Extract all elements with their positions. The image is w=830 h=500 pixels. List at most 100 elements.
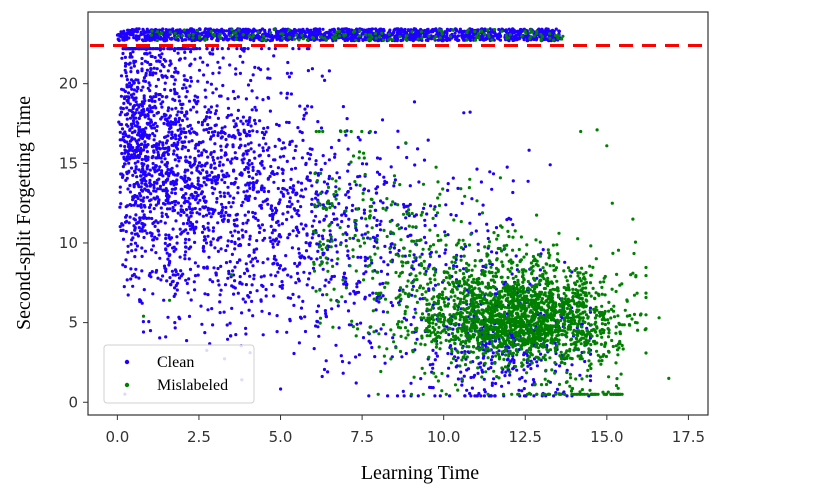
clean-point: [151, 154, 155, 159]
clean-point: [230, 284, 234, 288]
mislabeled-point: [432, 318, 436, 322]
mislabeled-point: [614, 331, 618, 335]
clean-point: [175, 235, 179, 239]
clean-point: [189, 184, 193, 188]
clean-point: [152, 207, 156, 211]
clean-point: [297, 279, 301, 283]
clean-point: [219, 148, 223, 152]
clean-point: [213, 123, 217, 128]
clean-point: [347, 256, 351, 260]
clean-point: [243, 144, 247, 148]
clean-point: [200, 163, 204, 167]
clean-point: [189, 62, 193, 66]
clean-point: [118, 225, 122, 229]
clean-point: [163, 35, 167, 39]
clean-point: [137, 81, 141, 85]
clean-point: [324, 278, 328, 282]
clean-point: [173, 117, 177, 121]
mislabeled-point: [331, 35, 335, 39]
clean-point: [128, 52, 133, 56]
mislabeled-point: [520, 34, 524, 38]
clean-point: [203, 235, 207, 239]
clean-point: [379, 219, 383, 223]
clean-point: [210, 36, 214, 41]
clean-point: [315, 242, 319, 246]
clean-point: [196, 187, 200, 191]
mislabeled-point: [438, 347, 442, 351]
clean-point: [201, 168, 205, 172]
clean-point: [233, 180, 237, 184]
mislabeled-point: [486, 32, 490, 36]
clean-point: [191, 226, 195, 230]
clean-point: [121, 135, 125, 139]
clean-point: [189, 50, 193, 54]
mislabeled-point: [404, 37, 408, 41]
clean-point: [149, 203, 153, 207]
clean-point: [146, 164, 150, 168]
clean-point: [345, 117, 349, 121]
clean-point: [497, 32, 501, 37]
clean-point: [168, 114, 172, 118]
clean-point: [304, 162, 308, 167]
clean-point: [413, 307, 417, 311]
mislabeled-point: [357, 34, 361, 38]
clean-point: [190, 139, 194, 143]
clean-point: [137, 168, 141, 172]
clean-point: [488, 27, 492, 31]
clean-point: [140, 222, 144, 226]
clean-point: [232, 292, 236, 296]
clean-point: [167, 106, 171, 110]
clean-point: [269, 164, 273, 169]
clean-point: [125, 155, 129, 159]
mislabeled-point: [535, 30, 539, 34]
clean-point: [176, 201, 180, 205]
clean-point: [126, 244, 130, 248]
clean-point: [191, 196, 195, 200]
clean-point: [205, 266, 209, 270]
clean-point: [186, 148, 190, 153]
mislabeled-point: [334, 36, 338, 40]
clean-point: [193, 240, 197, 244]
clean-point: [445, 27, 449, 31]
clean-point: [195, 211, 199, 215]
clean-point: [221, 83, 225, 88]
clean-point: [205, 127, 209, 132]
clean-point: [144, 154, 148, 159]
clean-point: [210, 181, 214, 185]
mislabeled-point: [150, 29, 154, 33]
clean-point: [238, 275, 242, 279]
clean-point: [295, 271, 300, 275]
clean-point: [285, 33, 289, 37]
clean-point: [424, 38, 428, 42]
clean-point: [157, 233, 161, 237]
clean-point: [261, 333, 265, 337]
clean-point: [164, 95, 168, 99]
clean-point: [172, 149, 176, 153]
clean-point: [183, 145, 187, 149]
clean-point: [193, 159, 197, 163]
clean-point: [286, 191, 290, 195]
clean-point: [486, 236, 490, 241]
clean-point: [297, 33, 301, 37]
clean-point: [348, 30, 352, 34]
clean-point: [167, 254, 171, 258]
clean-point: [492, 377, 496, 381]
clean-point: [244, 230, 248, 234]
clean-point: [271, 242, 275, 246]
clean-point: [310, 184, 314, 188]
clean-point: [364, 270, 368, 274]
clean-point: [148, 329, 153, 333]
clean-point: [255, 289, 259, 293]
clean-point: [132, 98, 136, 102]
clean-point: [129, 267, 133, 271]
clean-point: [250, 89, 254, 93]
clean-point: [199, 153, 204, 157]
clean-point: [246, 47, 250, 51]
clean-point: [213, 166, 217, 170]
clean-point: [179, 269, 183, 273]
clean-point: [194, 131, 198, 135]
clean-point: [323, 309, 327, 313]
clean-point: [383, 179, 387, 184]
clean-point: [516, 33, 520, 37]
clean-point: [288, 200, 292, 204]
